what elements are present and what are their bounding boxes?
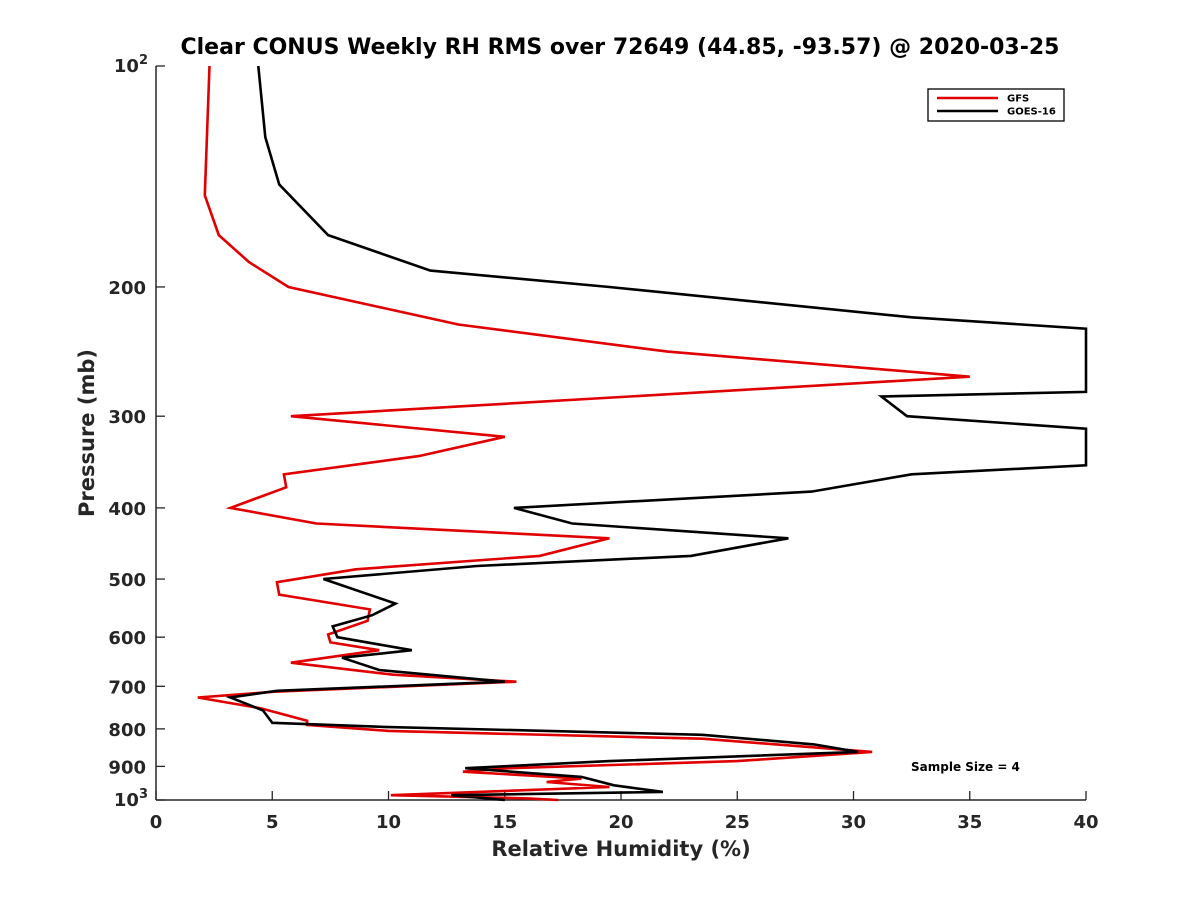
x-tick-label: 25 bbox=[725, 812, 750, 833]
legend-label-gfs: GFS bbox=[1007, 94, 1029, 105]
x-tick-label: 10 bbox=[376, 812, 401, 833]
y-axis-label: Pressure (mb) bbox=[75, 349, 99, 517]
data-series bbox=[197, 65, 1088, 802]
chart-legend: GFS GOES-16 bbox=[927, 88, 1065, 122]
x-tick-label: 0 bbox=[150, 812, 163, 833]
y-tick-label: 800 bbox=[108, 720, 146, 741]
legend-box bbox=[927, 88, 1065, 122]
y-tick-label: 103 bbox=[114, 787, 148, 811]
x-tick-label: 5 bbox=[266, 812, 279, 833]
axis-ticks: 0 5 10 15 20 25 30 35 40 102 200 300 400 500 600 700 800… bbox=[108, 53, 1098, 833]
legend-label-goes16: GOES-16 bbox=[1007, 107, 1056, 118]
y-tick-label: 600 bbox=[108, 628, 146, 649]
y-tick-label: 900 bbox=[108, 757, 146, 778]
chart-title: Clear CONUS Weekly RH RMS over 72649 (44… bbox=[181, 35, 1060, 60]
sample-size-annotation: Sample Size = 4 bbox=[911, 760, 1020, 774]
y-tick-label: 300 bbox=[108, 407, 146, 428]
y-tick-label: 500 bbox=[108, 570, 146, 591]
x-tick-label: 35 bbox=[957, 812, 982, 833]
x-tick-label: 40 bbox=[1073, 812, 1098, 833]
y-tick-label: 200 bbox=[108, 278, 146, 299]
y-tick-label: 400 bbox=[108, 499, 146, 520]
y-tick-label: 102 bbox=[114, 53, 148, 77]
x-axis-label: Relative Humidity (%) bbox=[491, 837, 750, 861]
series-line-goes16 bbox=[225, 65, 1088, 802]
y-tick-label: 700 bbox=[108, 677, 146, 698]
x-tick-label: 30 bbox=[841, 812, 866, 833]
series-line-gfs bbox=[197, 65, 970, 802]
x-tick-label: 20 bbox=[608, 812, 633, 833]
x-tick-label: 15 bbox=[492, 812, 517, 833]
